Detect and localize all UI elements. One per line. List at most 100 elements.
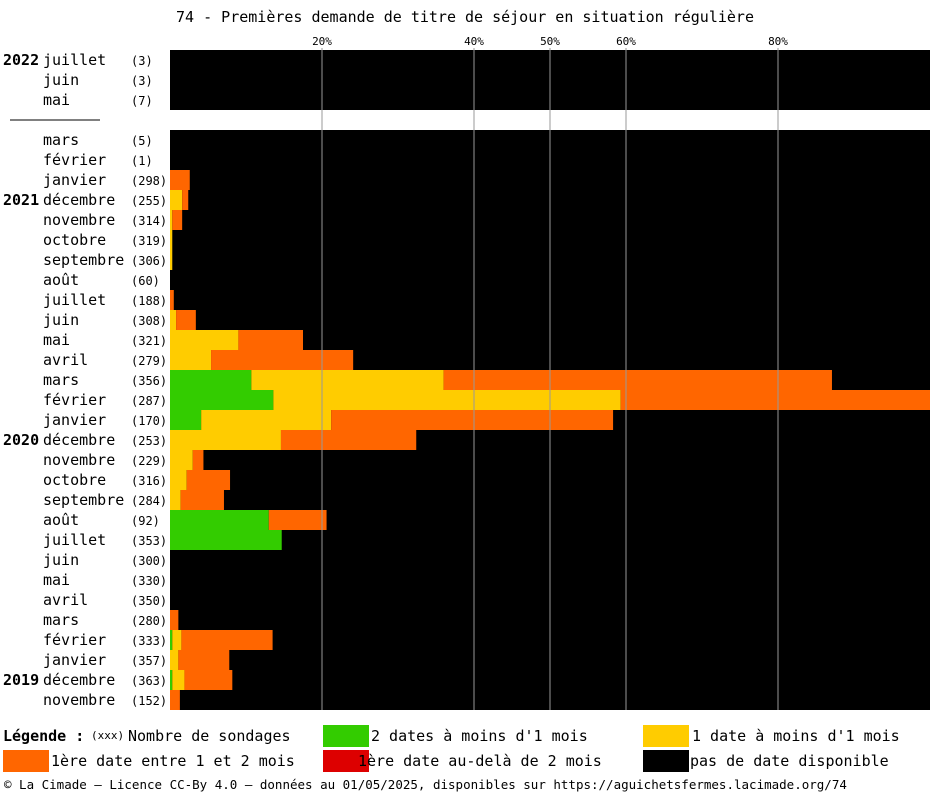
bar-orange — [268, 510, 327, 530]
count-label: (229) — [131, 454, 167, 468]
legend-count-label: Nombre de sondages — [128, 727, 291, 745]
month-label: janvier — [43, 411, 106, 429]
legend-black-swatch — [643, 750, 689, 772]
count-label: (188) — [131, 294, 167, 308]
bar-orange — [182, 190, 189, 210]
bar-green — [170, 670, 173, 690]
legend-black-label: pas de date disponible — [690, 752, 889, 770]
year-label: 2020 — [3, 431, 39, 449]
bar-yellow — [170, 450, 193, 470]
count-label: (353) — [131, 534, 167, 548]
bar-yellow — [172, 670, 185, 690]
legend-heading: Légende : — [3, 727, 85, 745]
count-label: (1) — [131, 154, 153, 168]
legend-green-label: 2 dates à moins d'1 mois — [371, 727, 588, 745]
legend-orange-label: 1ère date entre 1 et 2 mois — [51, 752, 295, 770]
bar-yellow — [170, 190, 183, 210]
count-label: (363) — [131, 674, 167, 688]
month-label: décembre — [43, 431, 115, 449]
month-label: juin — [43, 551, 79, 569]
bar-orange — [180, 490, 224, 510]
bar-yellow — [170, 250, 173, 270]
bar-orange — [331, 410, 614, 430]
count-label: (314) — [131, 214, 167, 228]
bar-green — [170, 510, 269, 530]
bar-orange — [184, 670, 233, 690]
count-label: (356) — [131, 374, 167, 388]
count-label: (253) — [131, 434, 167, 448]
bar-orange — [170, 690, 180, 710]
count-label: (7) — [131, 94, 153, 108]
month-label: novembre — [43, 211, 115, 229]
bar-orange — [172, 210, 183, 230]
legend-count-marker: (xxx) — [91, 729, 125, 742]
legend-yellow-label: 1 date à moins d'1 mois — [692, 727, 900, 745]
bar-orange — [192, 450, 204, 470]
month-label: juillet — [43, 51, 106, 69]
bar-orange — [238, 330, 303, 350]
legend-green-swatch — [323, 725, 369, 747]
month-label: juin — [43, 311, 79, 329]
count-label: (3) — [131, 74, 153, 88]
bar-orange — [211, 350, 354, 370]
month-label: juillet — [43, 531, 106, 549]
count-label: (170) — [131, 414, 167, 428]
count-label: (279) — [131, 354, 167, 368]
month-label: août — [43, 271, 79, 289]
month-label: décembre — [43, 671, 115, 689]
month-label: novembre — [43, 451, 115, 469]
bar-yellow — [251, 370, 444, 390]
month-label: septembre — [43, 491, 124, 509]
count-label: (321) — [131, 334, 167, 348]
bar-orange — [186, 470, 231, 490]
count-label: (60) — [131, 274, 160, 288]
month-label: mars — [43, 371, 79, 389]
count-label: (350) — [131, 594, 167, 608]
bar-orange — [443, 370, 832, 390]
legend-red-label: 1ère date au-delà de 2 mois — [358, 752, 602, 770]
legend-row-1: Légende : (xxx) Nombre de sondages 2 dat… — [0, 723, 930, 749]
bar-yellow — [170, 230, 173, 250]
year-label: 2021 — [3, 191, 39, 209]
year-label: 2019 — [3, 671, 39, 689]
bar-yellow — [170, 470, 187, 490]
bar-yellow — [170, 330, 239, 350]
bar-yellow — [170, 650, 179, 670]
bar-green — [170, 630, 173, 650]
legend-red-swatch — [323, 750, 369, 772]
legend-orange-swatch — [3, 750, 49, 772]
month-label: janvier — [43, 171, 106, 189]
count-label: (308) — [131, 314, 167, 328]
legend-row-2: 1ère date entre 1 et 2 mois 1ère date au… — [0, 748, 930, 774]
tick-label: 20% — [312, 35, 332, 48]
bar-green — [170, 370, 252, 390]
bar-yellow — [201, 410, 332, 430]
month-label: octobre — [43, 471, 106, 489]
month-label: février — [43, 391, 106, 409]
bar-orange — [280, 430, 417, 450]
count-label: (319) — [131, 234, 167, 248]
bar-orange — [170, 170, 190, 190]
month-label: septembre — [43, 251, 124, 269]
month-label: août — [43, 511, 79, 529]
month-label: juillet — [43, 291, 106, 309]
grid-layer — [321, 48, 779, 710]
month-label: décembre — [43, 191, 115, 209]
count-label: (300) — [131, 554, 167, 568]
month-label: mars — [43, 611, 79, 629]
count-label: (3) — [131, 54, 153, 68]
count-label: (280) — [131, 614, 167, 628]
count-label: (298) — [131, 174, 167, 188]
legend-yellow-swatch — [643, 725, 689, 747]
bar-yellow — [170, 490, 181, 510]
bar-yellow — [172, 630, 182, 650]
bar-green — [170, 530, 282, 550]
bar-chart: 20% 40% 50% 60% 80% 2022 juillet (3)juin (3)mai… — [3, 35, 930, 710]
month-label: mai — [43, 91, 70, 109]
bar-orange — [620, 390, 930, 410]
footer-credits: © La Cimade — Licence CC-By 4.0 — donnée… — [4, 777, 847, 792]
bar-yellow — [170, 430, 281, 450]
tick-labels: 20% 40% 50% 60% 80% — [312, 35, 788, 48]
count-label: (333) — [131, 634, 167, 648]
bar-orange — [170, 610, 179, 630]
